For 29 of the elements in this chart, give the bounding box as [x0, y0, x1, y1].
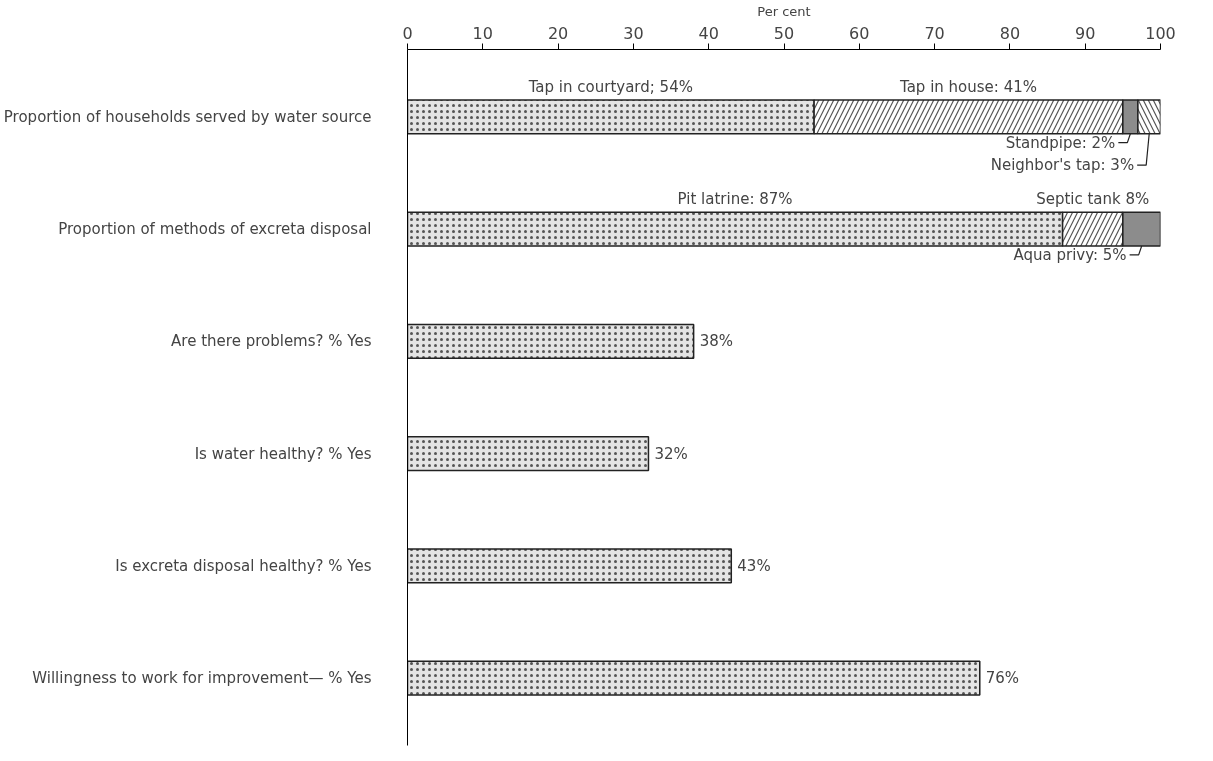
- x-tick-label: 60: [849, 23, 870, 43]
- y-tick-label: Is excreta disposal healthy? % Yes: [115, 556, 372, 575]
- y-tick-label: Are there problems? % Yes: [171, 332, 372, 351]
- data-label: 43%: [737, 556, 771, 575]
- x-tick-label: 90: [1075, 23, 1096, 43]
- x-tick-label: 70: [924, 23, 945, 43]
- x-tick-label: 30: [623, 23, 644, 43]
- y-tick-label: Is water healthy? % Yes: [194, 444, 372, 463]
- data-label: Pit latrine: 87%: [677, 190, 793, 209]
- data-label: Neighbor's tap: 3%: [990, 156, 1135, 175]
- data-label: Tap in house: 41%: [898, 78, 1037, 97]
- y-tick-label: Proportion of methods of excreta disposal: [58, 220, 372, 239]
- x-tick-label: 0: [402, 23, 413, 43]
- data-label: 76%: [985, 669, 1020, 688]
- x-tick-label: 80: [999, 23, 1021, 43]
- y-tick-label: Proportion of households served by water source: [3, 107, 372, 126]
- x-tick-label: 10: [472, 23, 493, 43]
- data-label: Aqua privy: 5%: [1013, 245, 1127, 264]
- data-label: 38%: [699, 332, 733, 351]
- x-tick-label: 20: [547, 23, 569, 43]
- y-tick-label: Willingness to work for improvement— % Yes: [32, 669, 372, 688]
- x-tick-label: 100: [1145, 23, 1176, 43]
- data-label: Standpipe: 2%: [1005, 133, 1116, 152]
- x-axis-title: Per cent: [757, 3, 811, 19]
- x-tick-label: 50: [773, 23, 795, 43]
- x-tick-label: 40: [698, 23, 719, 43]
- data-label: Tap in courtyard; 54%: [527, 78, 693, 97]
- data-label: Septic tank 8%: [1036, 190, 1150, 209]
- data-label: 32%: [654, 444, 688, 463]
